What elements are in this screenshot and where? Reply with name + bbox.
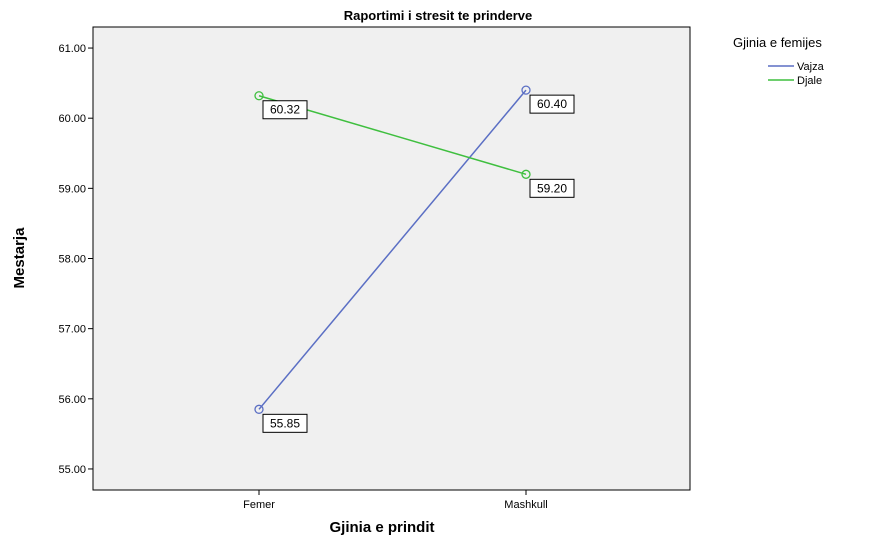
data-labels: 55.85 60.40 60.32 59.20 [262, 94, 575, 433]
y-tick-label: 58.00 [58, 254, 86, 266]
data-label-box [529, 94, 575, 114]
data-point [254, 91, 264, 101]
data-label-box [262, 100, 308, 120]
data-label: 60.32 [270, 103, 300, 117]
y-tick-label: 57.00 [58, 324, 86, 336]
legend-label: Vajza [797, 61, 825, 73]
legend-label: Djale [797, 75, 822, 87]
plot-area [92, 26, 691, 491]
y-tick-label: 55.00 [58, 464, 86, 476]
data-label: 59.20 [537, 181, 567, 195]
y-tick-label: 61.00 [58, 43, 86, 55]
data-point [521, 85, 531, 95]
legend-title: Gjinia e femijes [733, 35, 822, 50]
y-tick-label: 59.00 [58, 183, 86, 195]
chart-title: Raportimi i stresit te prinderve [344, 8, 533, 23]
y-tick-label: 56.00 [58, 394, 86, 406]
series-line-vajza [258, 89, 527, 410]
x-axis-title: Gjinia e prindit [329, 519, 434, 536]
y-axis: 55.00 56.00 57.00 58.00 59.00 60.00 61.00 [58, 43, 93, 476]
x-tick-label: Femer [243, 499, 275, 511]
y-tick-label: 60.00 [58, 113, 86, 125]
data-label-box [262, 413, 308, 433]
data-label-box [529, 178, 575, 198]
y-axis-title: Mestarja [11, 227, 28, 289]
data-label: 55.85 [270, 416, 300, 430]
x-axis: Femer Mashkull [243, 490, 548, 511]
x-tick-label: Mashkull [504, 499, 547, 511]
data-point [521, 169, 531, 179]
legend: Vajza Djale [768, 61, 825, 87]
data-point [254, 404, 264, 414]
data-label: 60.40 [537, 97, 567, 111]
